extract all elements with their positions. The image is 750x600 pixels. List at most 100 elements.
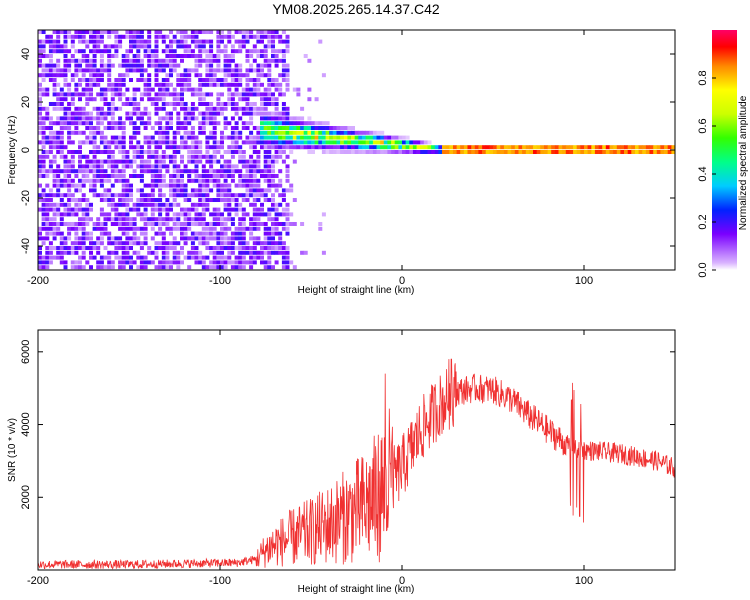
spectrogram-cell (241, 255, 246, 260)
spectrogram-cell (347, 126, 352, 130)
spectrogram-cell (252, 226, 257, 231)
spectrogram-cell (172, 183, 177, 188)
spectrogram-cell (376, 150, 381, 154)
spectrogram-cell (48, 39, 53, 44)
spectrogram-cell (169, 111, 173, 116)
spectrogram-cell (256, 236, 261, 241)
spectrogram-cell (271, 121, 275, 126)
spectrogram-cell (263, 87, 268, 92)
spectrogram-cell (38, 207, 42, 212)
spectrogram-cell (85, 164, 90, 169)
spectrogram-cell (285, 154, 290, 159)
spectrogram-cell (627, 145, 632, 150)
spectrogram-cell (471, 150, 476, 154)
spectrogram-cell (256, 207, 261, 212)
spectrogram-cell (143, 241, 148, 246)
spectrogram-cell (252, 222, 257, 226)
spectrogram-cell (194, 145, 199, 150)
spectrogram-cell (252, 82, 257, 87)
spectrogram-cell (121, 145, 126, 150)
spectrogram-cell (209, 159, 214, 164)
spectrogram-cell (289, 150, 294, 154)
spectrogram-cell (252, 198, 257, 202)
spectrogram-cell (220, 92, 224, 97)
spectrogram-cell (183, 87, 188, 92)
spectrogram-cell (180, 30, 184, 34)
spectrogram-cell (183, 121, 188, 126)
spectrogram-cell (41, 207, 46, 212)
spectrogram-cell (165, 121, 170, 126)
spectrogram-cell (252, 212, 257, 217)
spectrogram-cell (281, 78, 286, 82)
spectrogram-cell (52, 212, 57, 217)
spectrogram-cell (154, 68, 159, 73)
spectrogram-cell (114, 202, 119, 207)
spectrogram-cell (56, 121, 61, 126)
spectrogram-cell (256, 226, 261, 231)
spectrogram-cell (92, 126, 97, 130)
snr-x-tick-label: 0 (399, 575, 405, 587)
spectrogram-cell (303, 130, 308, 135)
spectrogram-cell (587, 145, 592, 150)
spectrogram-cell (129, 159, 133, 164)
spectrogram-cell (627, 150, 632, 154)
spectrogram-cell (635, 145, 639, 150)
spectrogram-cell (48, 34, 53, 39)
spectrogram-cell (194, 34, 199, 39)
spectrogram-cell (234, 82, 239, 87)
spectrogram-cell (81, 193, 86, 198)
spectrogram-cell (74, 73, 79, 78)
spectrogram-cell (136, 265, 141, 270)
spectrogram-cell (256, 154, 261, 159)
spectrogram-cell (110, 193, 115, 198)
spectrogram-cell (263, 164, 268, 169)
spectrogram-cell (96, 193, 101, 198)
spectrogram-cell (139, 174, 144, 178)
spectrogram-cell (198, 63, 203, 68)
spectrogram-cell (103, 30, 108, 34)
spectrogram-cell (85, 30, 90, 34)
spectrogram-cell (56, 82, 61, 87)
spectrogram-cell (56, 183, 61, 188)
spectrogram-cell (59, 92, 64, 97)
spectrogram-cell (227, 87, 232, 92)
spectrogram-cell (212, 154, 217, 159)
spectrogram-cell (405, 140, 410, 145)
spectrogram-cell (187, 34, 192, 39)
spectrogram-cell (249, 246, 254, 250)
spectrogram-cell (230, 198, 235, 202)
spectrogram-cell (136, 111, 141, 116)
spectrogram-cell (118, 222, 123, 226)
spectrogram-cell (114, 126, 119, 130)
spectrogram-cell (52, 159, 57, 164)
colorbar-gradient (712, 30, 737, 270)
spectrogram-cell (241, 87, 246, 92)
spectrogram-cell (172, 226, 177, 231)
spectrogram-cell (70, 226, 75, 231)
spectrogram-cell (107, 198, 112, 202)
spectrogram-cell (267, 87, 272, 92)
spectrogram-cell (154, 121, 159, 126)
spectrogram-cell (161, 135, 166, 140)
spectrogram-cell (139, 116, 144, 121)
spectrogram-cell (201, 178, 206, 183)
spectrogram-cell (234, 255, 239, 260)
spectrogram-cell (263, 154, 268, 159)
spectrogram-cell (78, 30, 82, 34)
spectrogram-cell (41, 44, 46, 49)
spectrogram-cell (161, 34, 166, 39)
spectrogram-cell (114, 222, 119, 226)
spectrogram-cell (172, 222, 177, 226)
spectrogram-cell (209, 178, 214, 183)
spectrogram-cell (172, 188, 177, 193)
spectrogram-cell (172, 97, 177, 102)
spectrogram-cell (56, 130, 61, 135)
spectrogram-cell (343, 140, 348, 145)
spectrogram-cell (274, 135, 279, 140)
spectrogram-cell (85, 82, 90, 87)
spectrogram-cell (48, 193, 53, 198)
snr-x-tick-label: -100 (209, 575, 231, 587)
spectrogram-cell (274, 30, 279, 34)
spectrogram-cell (234, 150, 239, 154)
spectrogram-cell (460, 150, 465, 154)
